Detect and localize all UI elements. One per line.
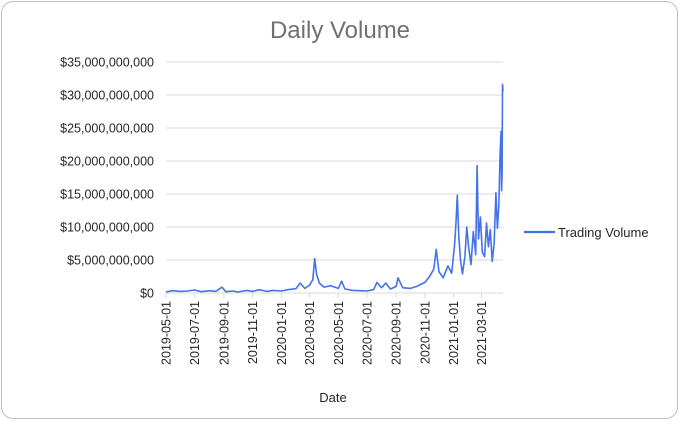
chart-title: Daily Volume xyxy=(270,17,410,44)
x-axis-ticks: 2019-05-01 2019-07-01 2019-09-01 2019-11-01… xyxy=(160,293,489,365)
x-tick-label: 2020-09-01 xyxy=(390,301,404,365)
y-tick-label: $20,000,000,000 xyxy=(60,155,154,169)
y-tick-label: $10,000,000,000 xyxy=(60,221,154,235)
y-axis-ticks: $0 $5,000,000,000 $10,000,000,000 $15,000,0… xyxy=(60,56,154,301)
x-tick-label: 2019-07-01 xyxy=(188,301,202,365)
x-tick-label: 2019-11-01 xyxy=(246,301,260,364)
x-axis-title: Date xyxy=(319,390,346,405)
legend-label-trading-volume: Trading Volume xyxy=(558,225,649,240)
legend: Trading Volume xyxy=(524,225,649,240)
x-tick-label: 2021-01-01 xyxy=(447,301,461,365)
y-tick-label: $25,000,000,000 xyxy=(60,122,154,136)
x-tick-label: 2019-05-01 xyxy=(160,301,174,365)
y-tick-label: $35,000,000,000 xyxy=(60,56,154,70)
x-tick-label: 2020-07-01 xyxy=(360,301,374,365)
series-line-trading-volume xyxy=(165,83,504,293)
x-tick-label: 2019-09-01 xyxy=(217,301,231,365)
gridlines xyxy=(166,61,503,261)
y-tick-label: $5,000,000,000 xyxy=(67,254,154,268)
x-tick-label: 2020-03-01 xyxy=(303,301,317,365)
y-tick-label: $30,000,000,000 xyxy=(60,89,154,103)
y-tick-label: $0 xyxy=(140,287,154,301)
x-tick-label: 2021-03-01 xyxy=(475,301,489,365)
x-tick-label: 2020-05-01 xyxy=(332,301,346,365)
series-group xyxy=(165,83,504,293)
x-tick-label: 2020-01-01 xyxy=(275,301,289,365)
y-tick-label: $15,000,000,000 xyxy=(60,188,154,202)
x-tick-label: 2020-11-01 xyxy=(418,301,432,364)
